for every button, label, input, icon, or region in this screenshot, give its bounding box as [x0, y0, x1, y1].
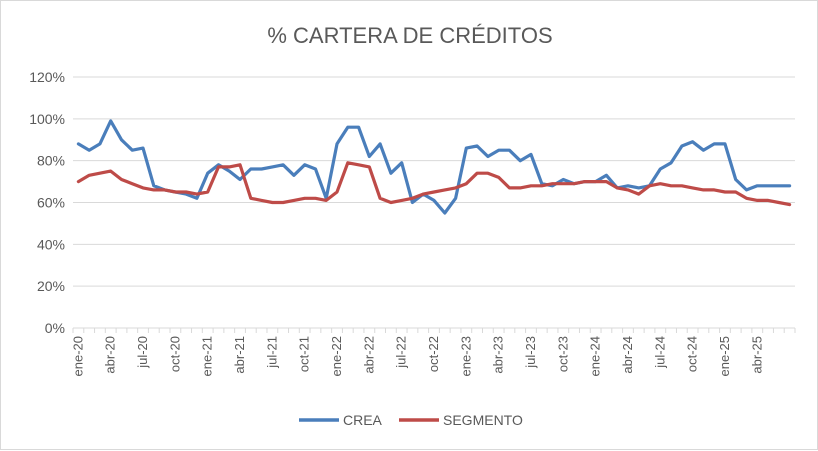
x-tick-label: ene-25 [717, 336, 732, 376]
series-lines [76, 119, 792, 215]
chart-title: % CARTERA DE CRÉDITOS [267, 23, 552, 48]
legend-label: SEGMENTO [443, 412, 523, 428]
x-tick-label: jul-20 [135, 336, 150, 369]
x-tick-label: abr-23 [491, 336, 506, 374]
x-axis-ticks: ene-20 abr-20 jul-20 oct-20 ene-21 abr-21 jul-… [70, 328, 796, 376]
x-tick-label: abr-21 [232, 336, 247, 374]
x-tick-label: ene-21 [200, 336, 215, 376]
y-axis-ticks: 0% 20% 40% 60% 80% 100% 120% [29, 69, 65, 336]
x-tick-label: oct-23 [555, 336, 570, 372]
x-tick-label: abr-20 [103, 336, 118, 374]
series-line-crea [76, 119, 792, 215]
y-tick-label: 100% [29, 111, 65, 127]
x-tick-label: jul-21 [264, 336, 279, 369]
y-tick-label: 0% [45, 320, 65, 336]
x-tick-label: oct-22 [426, 336, 441, 372]
y-tick-label: 80% [37, 153, 65, 169]
x-tick-label: jul-23 [523, 336, 538, 369]
x-tick-label: abr-25 [749, 336, 764, 374]
x-tick-label: oct-20 [167, 336, 182, 372]
x-tick-label: ene-24 [588, 336, 603, 376]
x-tick-label: abr-22 [361, 336, 376, 374]
gridlines [73, 76, 795, 287]
x-tick-label: ene-20 [70, 336, 85, 376]
x-tick-label: ene-23 [458, 336, 473, 376]
x-tick-label: abr-24 [620, 336, 635, 374]
x-tick-label: jul-22 [394, 336, 409, 369]
y-tick-label: 40% [37, 236, 65, 252]
legend-label: CREA [343, 412, 383, 428]
series-line-segmento [76, 161, 792, 207]
x-tick-label: oct-24 [685, 336, 700, 372]
x-tick-label: jul-24 [652, 336, 667, 369]
x-tick-label: oct-21 [297, 336, 312, 372]
y-tick-label: 60% [37, 195, 65, 211]
x-tick-label: ene-22 [329, 336, 344, 376]
y-tick-label: 20% [37, 278, 65, 294]
legend: CREA SEGMENTO [299, 412, 523, 428]
y-tick-label: 120% [29, 69, 65, 85]
